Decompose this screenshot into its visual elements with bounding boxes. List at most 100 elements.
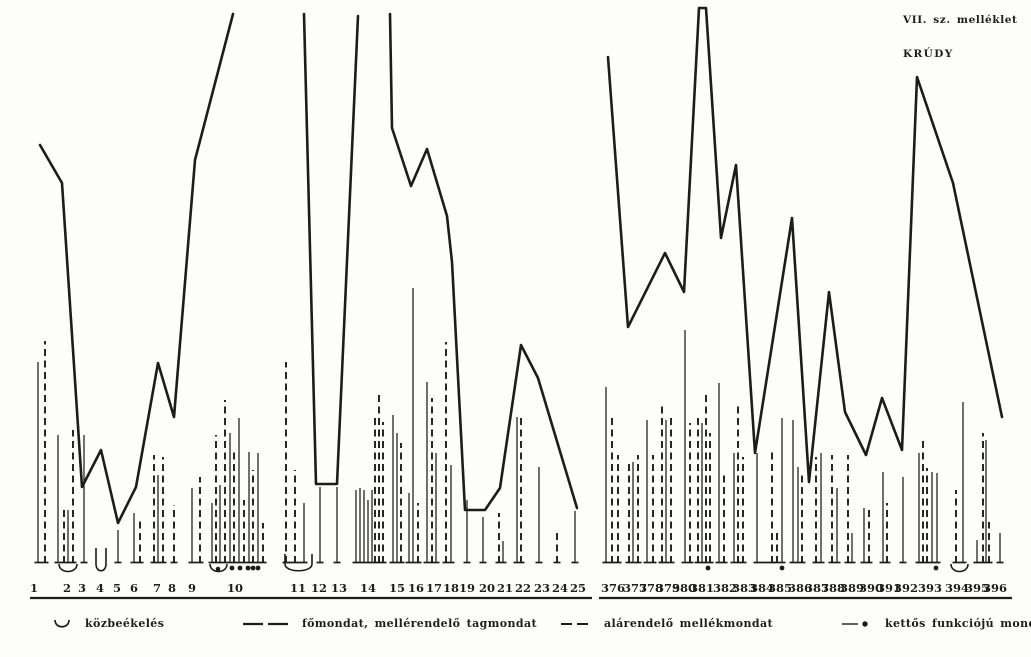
sentence-cluster-8 <box>170 505 178 564</box>
insertion-cup-mark <box>284 554 313 572</box>
x-axis-label: 16 <box>408 581 424 595</box>
insertion-cup-mark <box>209 563 228 573</box>
x-axis-label: 381 <box>690 581 714 595</box>
x-axis-label: 387 <box>805 581 829 595</box>
x-axis-label: 3 <box>78 581 86 595</box>
sentence-cluster-17 <box>423 382 440 564</box>
dual-function-dot <box>237 565 243 571</box>
x-axis-label: 22 <box>515 581 531 595</box>
appendix-title: VII. sz. melléklet <box>903 14 1018 26</box>
sentence-cluster-382 <box>715 383 728 564</box>
main-clause-profile-line <box>388 12 579 512</box>
sentence-cluster-18 <box>442 342 455 564</box>
dual-function-dot <box>705 565 711 571</box>
dual-function-dot <box>933 565 939 571</box>
x-axis-label: 17 <box>426 581 442 595</box>
sentence-cluster-387 <box>812 453 825 564</box>
cup-icon <box>52 618 72 630</box>
x-axis-label: 376 <box>601 581 625 595</box>
x-axis-label: 1 <box>30 581 38 595</box>
dual-function-dot <box>255 565 261 571</box>
legend-item-alarendelo: alárendelő mellékmondat <box>561 617 773 630</box>
main-clause-profile-line <box>606 6 1004 484</box>
main-clause-profile-line <box>38 12 235 525</box>
x-axis-label: 24 <box>552 581 568 595</box>
x-axis-label: 20 <box>479 581 495 595</box>
sentence-cluster-13 <box>333 487 341 564</box>
sentence-cluster-6 <box>130 513 144 564</box>
sentence-cluster-25 <box>571 511 579 564</box>
x-axis-label: 2 <box>63 581 71 595</box>
legend-item-kozbeekeles: közbeékelés <box>52 617 164 630</box>
x-axis-label: 14 <box>360 581 376 595</box>
x-axis-label: 382 <box>713 581 737 595</box>
sentence-cluster-22 <box>513 417 525 564</box>
sentence-cluster-3 <box>80 435 88 564</box>
sentence-cluster-9 <box>188 477 204 564</box>
sentence-cluster-383 <box>730 402 747 564</box>
x-axis-label: 6 <box>130 581 138 595</box>
sentence-cluster-4 <box>95 548 107 572</box>
sentence-cluster-20 <box>479 517 487 564</box>
x-axis-label: 390 <box>859 581 883 595</box>
x-axis-label: 379 <box>656 581 680 595</box>
legend-label: közbeékelés <box>85 617 165 630</box>
x-axis-label: 4 <box>96 581 104 595</box>
x-axis-label: 23 <box>534 581 550 595</box>
sentence-cluster-24 <box>553 533 561 564</box>
x-axis-label: 384 <box>750 581 774 595</box>
sentence-cluster-1 <box>34 341 49 564</box>
dual-function-dot <box>779 565 785 571</box>
x-axis-label: 378 <box>639 581 663 595</box>
sentence-cluster-384 <box>753 452 776 564</box>
sentence-cluster-379 <box>658 402 675 564</box>
x-axis-label: 393 <box>918 581 942 595</box>
x-axis-label: 396 <box>983 581 1007 595</box>
sentence-cluster-395 <box>973 433 993 564</box>
sentence-cluster-391 <box>879 472 891 564</box>
main-clause-profile-line <box>302 12 360 486</box>
x-axis-label: 12 <box>311 581 327 595</box>
x-axis-label: 13 <box>331 581 347 595</box>
sentence-cluster-396 <box>996 533 1004 564</box>
dual-function-dot <box>250 565 256 571</box>
x-axis-label: 385 <box>768 581 792 595</box>
x-axis-label: 377 <box>623 581 647 595</box>
x-axis-label: 19 <box>459 581 475 595</box>
sentence-cluster-381 <box>694 392 714 571</box>
panel-left: 1 2 3 4 5 6 7 8 9 10 11 12 13 14 15 16 17 18 19 20 21 22 23 24 2… <box>30 12 592 600</box>
x-axis-label: 392 <box>894 581 918 595</box>
sentence-cluster-21 <box>495 513 507 564</box>
x-axis-label: 21 <box>497 581 513 595</box>
sentence-cluster-11 <box>282 362 313 572</box>
x-axis-label: 9 <box>188 581 196 595</box>
dual-function-dot <box>245 565 251 571</box>
x-axis-label: 380 <box>672 581 696 595</box>
insertion-cup-mark <box>58 563 78 573</box>
x-axis-label: 18 <box>443 581 459 595</box>
x-axis-label: 386 <box>788 581 812 595</box>
sentence-cluster-389 <box>844 455 856 564</box>
sentence-cluster-380 <box>681 330 694 564</box>
sentence-cluster-14 <box>352 395 387 564</box>
sentence-cluster-10 <box>208 400 267 573</box>
x-axis-label: 25 <box>570 581 586 595</box>
legend-label: kettős funkciójú mondat <box>885 617 1031 630</box>
legend-label: alárendelő mellékmondat <box>604 617 773 630</box>
x-axis-label: 15 <box>389 581 405 595</box>
dashdot-bullet-icon <box>842 619 872 629</box>
sentence-cluster-392 <box>899 477 907 564</box>
sentence-cluster-390 <box>860 507 873 564</box>
sentence-cluster-16 <box>405 288 422 564</box>
x-axis-label: 7 <box>153 581 161 595</box>
insertion-cup-mark <box>950 563 969 573</box>
dual-function-dot <box>229 565 235 571</box>
legend-label: főmondat, mellérendelő tagmondat <box>302 617 537 630</box>
x-axis-label: 395 <box>965 581 989 595</box>
sentence-cluster-385 <box>773 418 786 571</box>
x-axis-label: 388 <box>821 581 845 595</box>
legend-item-kettos: kettős funkciójú mondat <box>842 617 1031 630</box>
solid-line-icon <box>243 620 289 628</box>
